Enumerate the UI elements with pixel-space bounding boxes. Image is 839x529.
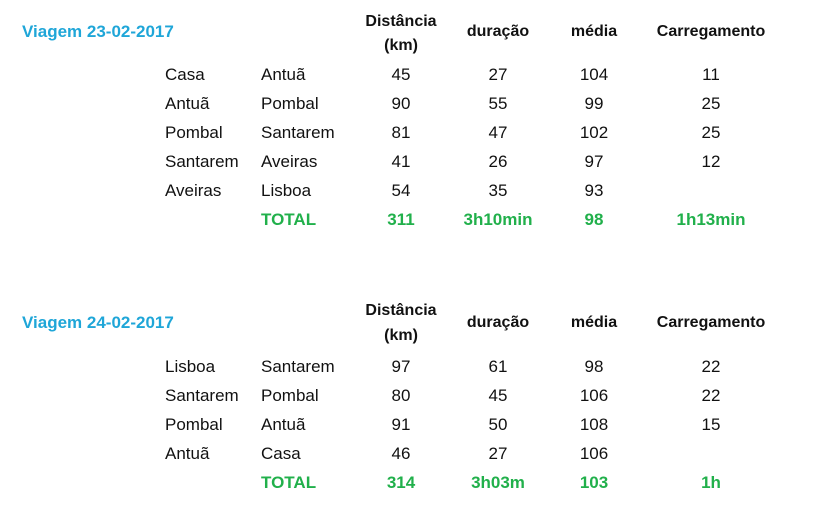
cell-charging: 22: [701, 386, 721, 405]
total-label: TOTAL: [261, 473, 317, 492]
cell-from: Casa: [165, 65, 205, 84]
total-duration: 3h03m: [471, 473, 525, 492]
cell-average: 97: [584, 152, 604, 171]
cell-from: Antuã: [165, 444, 210, 463]
cell-to: Pombal: [261, 94, 319, 113]
cell-duration: 27: [488, 65, 508, 84]
cell-charging: 25: [701, 94, 721, 113]
cell-distance: 46: [391, 444, 411, 463]
cell-distance: 41: [391, 152, 411, 171]
cell-distance: 45: [391, 65, 411, 84]
header-duration: duração: [466, 23, 530, 40]
cell-charging: 22: [701, 357, 721, 376]
cell-from: Pombal: [165, 123, 223, 142]
cell-average: 98: [584, 357, 604, 376]
cell-distance: 97: [391, 357, 411, 376]
header-average: média: [570, 23, 618, 40]
header-distance: Distância: [365, 302, 437, 319]
header-charging: Carregamento: [656, 23, 766, 40]
total-distance: 311: [387, 210, 415, 229]
cell-average: 102: [579, 123, 609, 142]
cell-average: 99: [584, 94, 604, 113]
cell-duration: 47: [488, 123, 508, 142]
header-duration: duração: [466, 314, 530, 331]
cell-from: Lisboa: [165, 357, 216, 376]
cell-to: Lisboa: [261, 181, 312, 200]
header-distance-unit: (km): [384, 327, 418, 344]
header-average: média: [570, 314, 618, 331]
cell-duration: 55: [488, 94, 508, 113]
total-average: 98: [584, 210, 604, 229]
trip-title: Viagem 23-02-2017: [22, 22, 174, 41]
cell-distance: 90: [391, 94, 411, 113]
cell-duration: 50: [488, 415, 508, 434]
total-charging: 1h: [701, 473, 721, 492]
cell-distance: 80: [391, 386, 411, 405]
cell-to: Aveiras: [261, 152, 318, 171]
cell-average: 104: [579, 65, 609, 84]
cell-duration: 35: [488, 181, 508, 200]
cell-from: Antuã: [165, 94, 210, 113]
cell-average: 106: [579, 444, 609, 463]
cell-distance: 54: [391, 181, 411, 200]
total-charging: 1h13min: [676, 210, 746, 229]
cell-from: Pombal: [165, 415, 223, 434]
cell-charging: 11: [702, 65, 720, 84]
cell-duration: 27: [488, 444, 508, 463]
cell-duration: 45: [488, 386, 508, 405]
cell-to: Antuã: [261, 415, 306, 434]
cell-charging: 25: [701, 123, 721, 142]
cell-to: Antuã: [261, 65, 306, 84]
cell-charging: 15: [701, 415, 721, 434]
cell-duration: 61: [488, 357, 508, 376]
cell-from: Aveiras: [165, 181, 222, 200]
total-duration: 3h10min: [463, 210, 533, 229]
cell-average: 108: [579, 415, 609, 434]
cell-average: 93: [584, 181, 604, 200]
total-label: TOTAL: [261, 210, 317, 229]
cell-to: Pombal: [261, 386, 319, 405]
cell-duration: 26: [488, 152, 508, 171]
cell-to: Santarem: [261, 123, 335, 142]
cell-distance: 81: [391, 123, 411, 142]
header-charging: Carregamento: [656, 314, 766, 331]
header-distance: Distância: [365, 13, 437, 30]
trip-title: Viagem 24-02-2017: [22, 313, 174, 332]
total-distance: 314: [386, 473, 416, 492]
cell-average: 106: [579, 386, 609, 405]
cell-from: Santarem: [165, 152, 239, 171]
cell-from: Santarem: [165, 386, 239, 405]
cell-to: Casa: [261, 444, 301, 463]
total-average: 103: [579, 473, 609, 492]
cell-to: Santarem: [261, 357, 335, 376]
cell-distance: 91: [391, 415, 411, 434]
header-distance-unit: (km): [384, 37, 418, 54]
cell-charging: 12: [701, 152, 721, 171]
